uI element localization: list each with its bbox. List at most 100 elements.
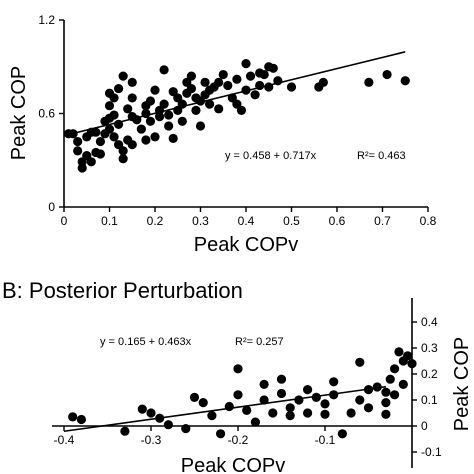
chart-a-data-point [164, 121, 174, 131]
chart-a-data-point [150, 132, 160, 142]
chart-b-data-point [403, 351, 413, 361]
chart-b-y-tick-label: 0.3 [421, 341, 438, 355]
chart-b-data-point [233, 364, 243, 374]
chart-a-data-point [268, 63, 278, 73]
chart-a-data-point [95, 136, 105, 147]
chart-a-data-point [382, 69, 392, 80]
chart-b-title: B: Posterior Perturbation [2, 278, 243, 303]
chart-b-data-point [337, 429, 347, 439]
chart-a-data-point [223, 80, 233, 91]
chart-a-data-point [95, 149, 105, 159]
chart-b-data-point [311, 392, 321, 402]
chart-b-data-point [163, 420, 173, 430]
chart-a: 0 0.1 0.2 0.3 0.4 0.5 0.6 0.7 0.8 0 0.6 1.2 y = 0.4… [8, 13, 437, 256]
chart-b-data-point [216, 429, 226, 439]
chart-b-data-point [181, 424, 191, 434]
chart-a-data-point [114, 83, 124, 94]
chart-a-data-point [73, 136, 83, 147]
chart-b-data-point [390, 364, 400, 374]
chart-b-data-point [285, 403, 295, 413]
chart-a-data-point [191, 105, 201, 115]
chart-b-data-point [381, 387, 391, 397]
chart-a-data-point [109, 110, 119, 120]
chart-a-y-tick-label: 0.6 [38, 107, 55, 121]
chart-b-data-point [224, 401, 234, 412]
chart-a-x-tick-label: 0.1 [101, 214, 118, 228]
chart-a-data-point [232, 74, 242, 84]
chart-b-data-point [276, 388, 287, 399]
chart-a-data-point [77, 163, 87, 173]
chart-b-data-point [303, 408, 313, 418]
chart-b-data-point [285, 411, 295, 421]
chart-b-data-point [355, 395, 365, 405]
chart-a-data-point [118, 71, 128, 81]
chart-a-data-point [164, 110, 174, 120]
chart-a-x-label: Peak COPv [194, 234, 298, 256]
chart-a-data-point [218, 69, 228, 80]
chart-a-x-tick-label: 0.4 [238, 214, 255, 228]
chart-b-x-label: Peak COPv [181, 455, 285, 474]
chart-a-data-point [145, 96, 156, 106]
chart-a-points [63, 59, 410, 173]
chart-b-x-tick-label: -0.2 [228, 433, 249, 447]
chart-a-data-point [127, 77, 137, 87]
chart-b-data-point [120, 426, 130, 436]
chart-b-x-tick-label: -0.4 [54, 433, 75, 447]
chart-b-data-point [233, 390, 243, 400]
chart-b-data-point [320, 409, 330, 419]
chart-b-annotation-r2: R²= 0.257 [235, 336, 284, 348]
chart-a-y-tick-label: 1.2 [38, 13, 55, 27]
chart-b-y-label: Peak COP [451, 337, 473, 431]
chart-a-data-point [186, 83, 196, 94]
chart-a-data-point [241, 59, 251, 69]
chart-a-data-point [141, 135, 151, 145]
chart-b-data-point [385, 374, 395, 384]
chart-a-data-point [236, 105, 247, 115]
chart-b-data-point [355, 357, 365, 367]
chart-b-data-point [303, 385, 313, 395]
chart-a-data-point [400, 76, 410, 86]
chart-a-x-tick-label: 0.5 [283, 214, 300, 228]
chart-b-data-point [146, 408, 156, 418]
chart-a-data-point [205, 99, 215, 109]
chart-a-data-point [200, 77, 210, 87]
chart-b-x-tick-label: -0.3 [141, 433, 162, 447]
chart-a-data-point [154, 112, 165, 122]
chart-a-x-tick-label: 0.2 [147, 214, 164, 228]
chart-a-data-point [318, 77, 328, 87]
chart-a-data-point [123, 104, 133, 114]
chart-a-annotation: y = 0.458 + 0.717x [225, 150, 317, 162]
chart-a-annotation-r2: R²= 0.463 [357, 150, 406, 162]
chart-a-y-tick-label: 0 [48, 200, 55, 214]
chart-a-x-tick-label: 0.6 [329, 214, 346, 228]
chart-a-data-point [286, 82, 297, 92]
chart-b-data-point [398, 379, 408, 389]
chart-b-data-point [329, 390, 339, 400]
chart-b-data-point [76, 414, 86, 425]
chart-a-data-point [104, 101, 115, 111]
chart-b-y-tick-label: -0.1 [421, 445, 442, 459]
chart-a-y-label: Peak COP [8, 66, 30, 160]
chart-a-data-point [168, 133, 178, 144]
chart-a-data-point [150, 85, 160, 95]
chart-b-data-point [137, 404, 147, 414]
chart-a-data-point [86, 157, 96, 167]
chart-a-data-point [109, 132, 119, 142]
chart-a-data-point [104, 124, 115, 134]
chart-a-ticks: 0 0.1 0.2 0.3 0.4 0.5 0.6 0.7 0.8 0 0.6 1.2 [38, 13, 436, 228]
chart-a-data-point [73, 146, 83, 156]
chart-a-data-point [118, 146, 128, 156]
chart-a-data-point [364, 77, 374, 87]
chart-a-x-tick-label: 0.8 [420, 214, 437, 228]
chart-b-data-point [346, 408, 356, 418]
chart-a-data-point [91, 127, 101, 137]
chart-a-data-point [186, 71, 196, 81]
chart-b-y-tick-label: 0.1 [421, 393, 438, 407]
chart-a-data-point [245, 71, 256, 81]
chart-b-y-tick-label: 0.2 [421, 367, 438, 381]
chart-b-data-point [259, 379, 269, 389]
chart-a-data-point [109, 93, 119, 103]
chart-b-data-point [381, 409, 391, 419]
chart-b-data-point [372, 382, 382, 392]
chart-a-data-point [145, 116, 156, 126]
